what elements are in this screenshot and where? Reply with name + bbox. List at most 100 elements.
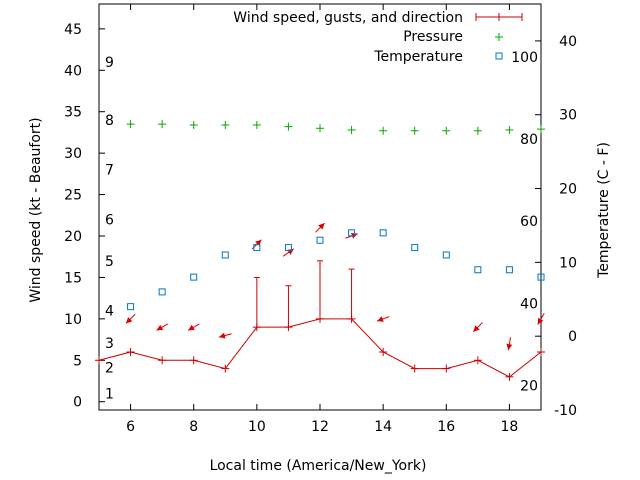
legend-pressure-label: Pressure <box>403 29 463 45</box>
legend: Wind speed, gusts, and direction Pressur… <box>233 10 523 65</box>
y-axis-right-title: Temperature (C - F) <box>596 142 612 279</box>
x-tick-label: 16 <box>437 419 455 435</box>
temperature-point <box>158 288 166 296</box>
beaufort-label: 9 <box>105 55 114 71</box>
pressure-point <box>505 125 514 134</box>
wind-tick-label: 25 <box>64 188 82 204</box>
wind-speed-point <box>189 356 198 365</box>
temp-c-tick-label: 40 <box>559 34 577 50</box>
arrow-head <box>219 332 226 339</box>
wind-direction-arrow <box>472 322 483 333</box>
pressure-point <box>537 125 545 134</box>
wind-direction-arrow <box>315 222 325 233</box>
wind-direction-arrow <box>537 312 545 325</box>
wind-speed-point <box>126 348 135 356</box>
temperature-point <box>284 244 292 252</box>
temperature-point <box>127 303 135 311</box>
wind-tick-label: 10 <box>64 312 82 328</box>
pressure-point <box>252 120 261 129</box>
pressure-point <box>221 120 230 129</box>
legend-wind-label: Wind speed, gusts, and direction <box>233 10 463 26</box>
legend-wind-marker <box>495 13 503 21</box>
pressure-point <box>347 125 356 134</box>
temperature-point <box>442 251 450 259</box>
wind-speed-point <box>158 356 167 365</box>
temperature-point <box>537 273 545 281</box>
wind-direction-arrow <box>506 337 513 351</box>
wind-speed-point <box>95 356 103 365</box>
wind-direction-arrow <box>376 316 390 322</box>
wind-tick-label: 35 <box>64 105 82 121</box>
beaufort-label: 4 <box>105 304 114 320</box>
temp-f-label: 60 <box>520 214 538 230</box>
arrow-head <box>125 317 133 324</box>
wind-speed-point <box>505 372 514 381</box>
wind-tick-label: 45 <box>64 22 82 38</box>
temperature-point <box>348 229 356 237</box>
x-tick-label: 14 <box>374 419 392 435</box>
temp-c-tick-label: 0 <box>568 329 577 345</box>
pressure-point <box>410 126 419 135</box>
wind-speed-point <box>379 348 388 356</box>
pressure-point <box>158 120 167 129</box>
temp-c-tick-label: -10 <box>554 403 577 419</box>
x-tick-label: 8 <box>189 419 198 435</box>
pressure-point <box>284 122 293 131</box>
temp-c-tick-label: 30 <box>559 108 577 124</box>
wind-direction-arrow <box>282 248 295 257</box>
beaufort-label: 5 <box>105 254 114 270</box>
temperature-point <box>379 229 387 237</box>
temperature-point <box>190 273 198 281</box>
x-tick-label: 6 <box>126 419 135 435</box>
arrow-head <box>318 223 325 230</box>
wind-speed-point <box>473 356 482 365</box>
axes: 6 8 10 12 14 16 18051015202530354045123456789-… <box>64 4 577 435</box>
wind-tick-label: 20 <box>64 229 82 245</box>
beaufort-label: 7 <box>105 163 114 179</box>
wind-speed-point <box>442 364 451 373</box>
beaufort-label: 3 <box>105 336 114 352</box>
x-axis-title: Local time (America/New_York) <box>210 458 427 474</box>
pressure-point <box>442 126 451 135</box>
arrow-head <box>377 316 384 322</box>
temp-f-label: 20 <box>520 379 538 395</box>
temperature-point <box>316 236 324 244</box>
arrow-head <box>473 325 480 332</box>
wind-tick-label: 40 <box>64 63 82 79</box>
legend-pressure-marker <box>495 33 503 41</box>
temp-c-tick-label: 10 <box>559 255 577 271</box>
y-axis-left-title: Wind speed (kt - Beaufort) <box>28 117 44 302</box>
x-tick-label: 18 <box>501 419 519 435</box>
arrow-head <box>506 343 513 351</box>
temp-c-tick-label: 20 <box>559 182 577 198</box>
wind-tick-label: 5 <box>73 353 82 369</box>
wind-direction-arrow <box>218 332 232 339</box>
temp-f-label: 100 <box>511 50 538 66</box>
pressure-point <box>126 120 135 129</box>
arrow-head <box>188 324 195 331</box>
beaufort-label: 8 <box>105 113 114 129</box>
wind-direction-arrow <box>156 323 169 331</box>
wind-speed-point <box>410 364 419 373</box>
wind-direction-arrow <box>125 313 136 324</box>
legend-temperature-label: Temperature <box>373 49 463 65</box>
plot-frame <box>98 3 542 411</box>
beaufort-label: 6 <box>105 212 114 228</box>
arrow-head <box>156 324 164 331</box>
wind-direction-arrow <box>187 323 200 331</box>
x-tick-label: 10 <box>248 419 266 435</box>
legend-temperature-marker <box>495 52 503 60</box>
beaufort-label: 1 <box>105 386 114 402</box>
arrow-head <box>287 248 294 255</box>
temperature-point <box>253 244 261 252</box>
series-layer <box>95 120 545 381</box>
x-tick-label: 12 <box>311 419 329 435</box>
wind-tick-label: 15 <box>64 270 82 286</box>
pressure-point <box>189 120 198 129</box>
wind-tick-label: 0 <box>73 395 82 411</box>
pressure-point <box>473 126 482 135</box>
wind-tick-label: 30 <box>64 146 82 162</box>
wind-speed-point <box>221 364 230 373</box>
pressure-point <box>316 124 324 133</box>
temperature-point <box>411 244 419 252</box>
